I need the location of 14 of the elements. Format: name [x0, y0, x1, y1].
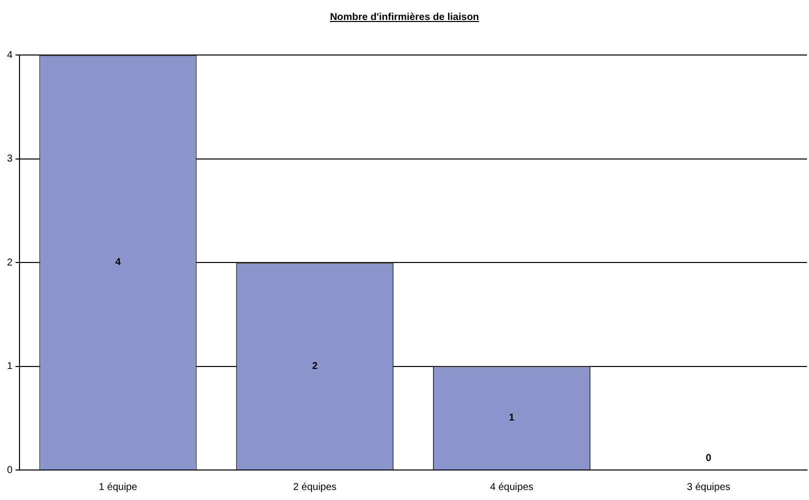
y-tick-label: 4	[7, 50, 13, 61]
x-tick-label: 3 équipes	[686, 482, 730, 493]
data-label: 2	[312, 360, 318, 372]
y-tick-label: 2	[7, 257, 13, 268]
chart-title: Nombre d'infirmières de liaison	[328, 12, 480, 23]
data-label: 1	[508, 412, 515, 424]
x-tick-label: 4 équipes	[490, 482, 534, 493]
y-tick-label: 1	[7, 361, 13, 372]
data-label: 4	[115, 257, 122, 268]
y-tick-label: 3	[7, 154, 13, 164]
y-tick-label: 0	[7, 464, 13, 476]
x-tick-label: 1 équipe	[98, 482, 138, 493]
data-label: 0	[706, 452, 712, 464]
x-tick-label: 2 équipes	[293, 482, 337, 493]
